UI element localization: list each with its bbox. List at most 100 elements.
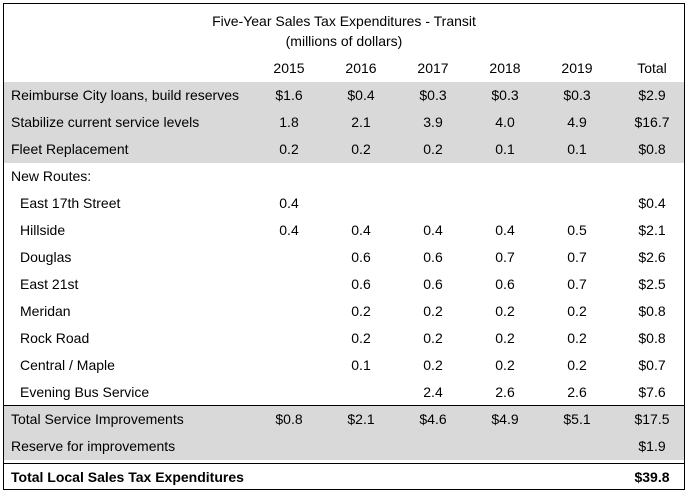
table-cell: 0.2: [423, 141, 443, 157]
expenditure-table: Five-Year Sales Tax Expenditures - Trans…: [3, 3, 685, 490]
table-cell: [403, 190, 463, 217]
table-cell: $0.4: [347, 87, 375, 103]
column-header: 2016: [345, 60, 377, 76]
table-cell: 0.2: [423, 357, 443, 373]
table-cell: $0.8: [638, 330, 666, 346]
table-cell: 0.7: [567, 276, 587, 292]
table-cell: [259, 271, 319, 298]
table-cell: $0.3: [491, 87, 519, 103]
row-label: Reimburse City loans, build reserves: [11, 87, 239, 103]
table-row: East 17th Street 0.4 $0.4: [4, 190, 684, 217]
table-cell: $2.9: [638, 87, 666, 103]
table-cell: 1.8: [279, 114, 299, 130]
table-cell: 4.9: [567, 114, 587, 130]
table-row: East 21st 0.6 0.6 0.6 0.7 $2.5: [4, 271, 684, 298]
table-cell: 0.4: [495, 222, 515, 238]
table-cell: 0.6: [351, 249, 371, 265]
table-cell: 0.6: [351, 276, 371, 292]
table-cell: 0.7: [495, 249, 515, 265]
table-cell: $1.6: [275, 87, 303, 103]
column-header: Total: [637, 60, 667, 76]
table-cell: 2.6: [567, 384, 587, 400]
table-cell: 0.6: [423, 276, 443, 292]
table-cell: 0.5: [567, 222, 587, 238]
table-cell: 0.2: [423, 330, 443, 346]
table-cell: 2.6: [495, 384, 515, 400]
row-label: Central / Maple: [20, 357, 115, 373]
table-cell: $39.8: [634, 469, 670, 485]
divider: [4, 405, 684, 406]
row-label: Douglas: [20, 249, 72, 265]
table-cell: $4.9: [491, 411, 519, 427]
table-cell: 0.2: [351, 303, 371, 319]
table-cell: [547, 433, 607, 460]
table-cell: $0.8: [638, 303, 666, 319]
divider: [4, 463, 684, 464]
table-row: Reimburse City loans, build reserves $1.6…: [4, 82, 684, 109]
row-label: Evening Bus Service: [20, 384, 150, 400]
table-cell: 0.2: [423, 303, 443, 319]
table-row: Rock Road 0.2 0.2 0.2 0.2 $0.8: [4, 325, 684, 352]
table-row: Evening Bus Service 2.4 2.6 2.6 $7.6: [4, 379, 684, 406]
table-cell: 2.4: [423, 384, 443, 400]
table-row: Total Local Sales Tax Expenditures $39.8: [4, 464, 684, 491]
table-row: Douglas 0.6 0.6 0.7 0.7 $2.6: [4, 244, 684, 271]
table-cell: 0.4: [279, 222, 299, 238]
column-header: 2019: [561, 60, 593, 76]
table-row: Meridan 0.2 0.2 0.2 0.2 $0.8: [4, 298, 684, 325]
row-label: New Routes:: [11, 168, 92, 184]
table-cell: $0.8: [638, 141, 666, 157]
table-subtitle: (millions of dollars): [285, 33, 403, 49]
table-cell: [331, 433, 391, 460]
row-label: Total Service Improvements: [11, 411, 184, 427]
table-cell: [475, 190, 535, 217]
table-cell: 0.2: [567, 303, 587, 319]
table-cell: $2.5: [638, 276, 666, 292]
table-cell: [259, 298, 319, 325]
column-header: 2018: [489, 60, 521, 76]
table-cell: $0.3: [419, 87, 447, 103]
table-cell: 4.0: [495, 114, 515, 130]
table-cell: $0.4: [638, 195, 666, 211]
table-cell: [259, 244, 319, 271]
table-cell: 0.4: [423, 222, 443, 238]
table-row: Fleet Replacement 0.2 0.2 0.2 0.1 0.1 $0.8: [4, 136, 684, 163]
table-cell: 0.4: [351, 222, 371, 238]
table-cell: [403, 433, 463, 460]
table-cell: $5.1: [563, 411, 591, 427]
table-cell: 0.2: [351, 330, 371, 346]
table-cell: [475, 163, 535, 190]
table-cell: $17.5: [634, 411, 670, 427]
table-cell: [331, 190, 391, 217]
table-row: New Routes:: [4, 163, 684, 190]
table-cell: 0.4: [279, 195, 299, 211]
table-cell: 0.2: [567, 357, 587, 373]
table-row: Central / Maple 0.1 0.2 0.2 0.2 $0.7: [4, 352, 684, 379]
table-cell: [547, 190, 607, 217]
table-cell: [259, 464, 319, 491]
row-label: Hillside: [20, 222, 66, 238]
table-cell: 0.1: [351, 357, 371, 373]
table-cell: [331, 379, 391, 406]
table-row: Hillside 0.4 0.4 0.4 0.4 0.5 $2.1: [4, 217, 684, 244]
table-cell: [403, 464, 463, 491]
table-cell: [331, 464, 391, 491]
table-cell: 0.6: [495, 276, 515, 292]
header-row: 2015 2016 2017 2018 2019 Total: [4, 55, 684, 82]
table-cell: $2.6: [638, 249, 666, 265]
table-cell: $0.3: [563, 87, 591, 103]
table-cell: $2.1: [347, 411, 375, 427]
table-cell: [331, 163, 391, 190]
table-cell: 2.1: [351, 114, 371, 130]
table-cell: [547, 464, 607, 491]
table-cell: $0.8: [275, 411, 303, 427]
table-row: Stabilize current service levels 1.8 2.1 3.…: [4, 109, 684, 136]
row-label: Stabilize current service levels: [11, 114, 200, 130]
table-cell: $7.6: [638, 384, 666, 400]
table-cell: [259, 325, 319, 352]
table-cell: $16.7: [634, 114, 670, 130]
table-cell: 0.1: [495, 141, 515, 157]
table-cell: 0.2: [567, 330, 587, 346]
table-cell: 0.7: [567, 249, 587, 265]
table-cell: 0.6: [423, 249, 443, 265]
